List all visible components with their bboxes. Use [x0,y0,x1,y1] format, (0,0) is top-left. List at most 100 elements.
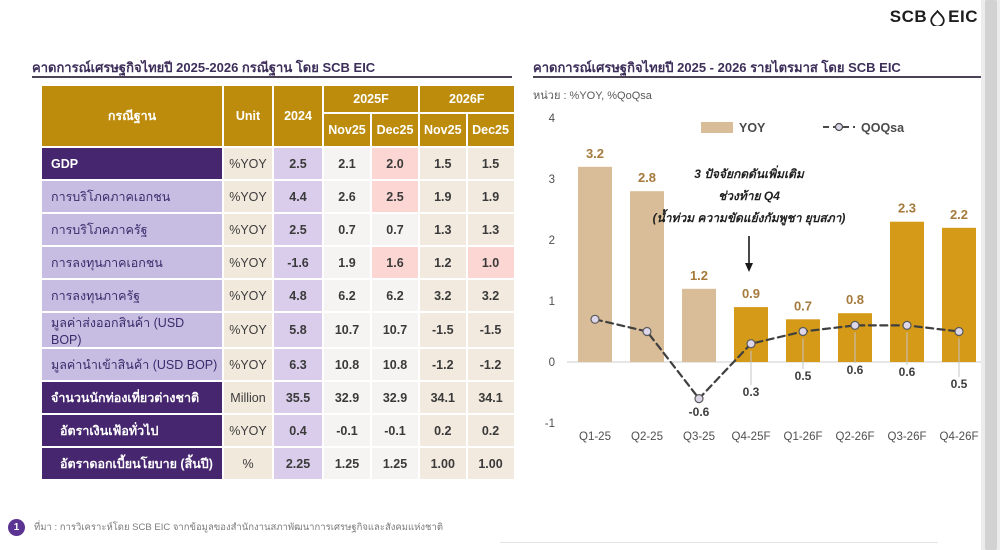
x-tick-Q2-26F: Q2-26F [836,431,875,443]
bar-label-Q4-26F: 2.2 [950,207,968,222]
cell-val-1: 6.2 [372,280,418,311]
bar-label-Q2-25: 2.8 [638,170,656,185]
bar-label-Q3-26F: 2.3 [898,201,916,216]
x-tick-Q1-25: Q1-25 [579,431,611,443]
annotation-line-2: ช่วงท้าย Q4 [718,189,780,203]
cell-2024: 2.5 [274,148,322,179]
cell-val-0: 2.6 [324,181,370,212]
table-row-3: การลงทุนภาคเอกชน %YOY -1.6 1.9 1.6 1.2 1.0 [42,247,514,278]
cell-2024: 35.5 [274,382,322,413]
cell-val-0: 10.7 [324,313,370,347]
cell-val-3: 1.0 [467,247,514,278]
x-tick-Q3-25: Q3-25 [683,431,715,443]
quarterly-forecast-chart: 4 3 2 1 0 -1 3.2 2.8 1.2 0.9 0.7 0.8 2.3 2.2 Q1-25 Q2-2… [545,113,981,443]
table-row-9: อัตราดอกเบี้ยนโยบาย (สิ้นปี)% 2.25 1.25 1.2… [42,448,514,479]
row-label: อัตราเงินเฟ้อทั่วไป [42,415,222,446]
qoq-marker-Q3-26F [902,320,912,330]
header-sub-0: Nov25 [324,114,370,146]
row-label: มูลค่าส่งออกสินค้า (USD BOP) [42,313,222,347]
cell-val-1: 1.25 [372,448,418,479]
cell-val-1: 1.6 [372,247,418,278]
source-footer: 1 ที่มา : การวิเคราะห์โดย SCB EIC จากข้อ… [8,519,443,536]
header-sub-2: Nov25 [420,114,466,146]
cell-val-2: 1.00 [420,448,466,479]
bar-label-Q1-25: 3.2 [586,146,604,161]
row-label: มูลค่านำเข้าสินค้า (USD BOP) [42,349,222,380]
y-tick-3: 3 [549,174,555,186]
cell-val-0: 1.25 [324,448,370,479]
annotation-arrow-head [745,263,753,272]
cell-val-2: 1.3 [420,214,466,245]
chart-title: คาดการณ์เศรษฐกิจไทยปี 2025 - 2026 รายไตร… [533,60,901,75]
scb-leaf-icon [930,9,945,26]
x-tick-Q2-25: Q2-25 [631,431,663,443]
cell-val-1: 10.8 [372,349,418,380]
y-tick-2: 2 [549,235,555,247]
cell-val-1: -0.1 [372,415,418,446]
cell-2024: 4.8 [274,280,322,311]
cell-2024: 2.25 [274,448,322,479]
legend-yoy-label: YOY [739,121,766,135]
scrollbar-thumb[interactable] [985,0,997,550]
cell-2024: 6.3 [274,349,322,380]
y-tick--1: -1 [545,418,555,430]
x-tick-Q3-26F: Q3-26F [888,431,927,443]
annotation-line-1: 3 ปัจจัยกดดันเพิ่มเติม [694,165,805,181]
line-label-Q4-25F: 0.3 [743,385,760,399]
header-sub-1: Dec25 [372,114,418,146]
x-tick-Q4-25F: Q4-25F [732,431,771,443]
cell-unit: %YOY [224,313,272,347]
cell-unit: % [224,448,272,479]
bottom-divider [500,542,938,543]
scrollbar[interactable] [981,0,1000,550]
cell-unit: Million [224,382,272,413]
bar-Q1-25 [578,166,612,362]
cell-2024: 2.5 [274,214,322,245]
cell-unit: %YOY [224,247,272,278]
cell-val-0: -0.1 [324,415,370,446]
cell-val-0: 32.9 [324,382,370,413]
x-tick-Q4-26F: Q4-26F [940,431,979,443]
cell-val-0: 10.8 [324,349,370,380]
row-label: จำนวนนักท่องเที่ยวต่างชาติ [42,382,222,413]
cell-val-0: 6.2 [324,280,370,311]
cell-unit: %YOY [224,349,272,380]
cell-unit: %YOY [224,280,272,311]
cell-val-1: 10.7 [372,313,418,347]
cell-2024: 5.8 [274,313,322,347]
forecast-table-grid: กรณีฐาน Unit 2024 2025F 2026F Nov25 Dec25 Nov25… [40,84,516,481]
header-2026f: 2026F [420,86,514,112]
table-row-1: การบริโภคภาคเอกชน %YOY 4.4 2.6 2.5 1.9 1.9 [42,181,514,212]
line-label-Q3-26F: 0.6 [899,365,916,379]
table-row-0: GDP %YOY 2.5 2.1 2.0 1.5 1.5 [42,148,514,179]
qoq-marker-Q4-25F [746,339,756,349]
cell-val-0: 1.9 [324,247,370,278]
table-title: คาดการณ์เศรษฐกิจไทยปี 2025-2026 กรณีฐาน … [32,60,376,75]
cell-val-2: 1.5 [420,148,466,179]
footnote-number-badge: 1 [8,519,25,536]
cell-val-3: 34.1 [467,382,514,413]
bar-label-Q2-26F: 0.8 [846,292,864,307]
y-tick-4: 4 [549,113,556,125]
cell-val-3: -1.5 [467,313,514,347]
legend-qoq-marker [834,122,844,132]
line-label-Q2-26F: 0.6 [847,363,864,377]
header-2025f: 2025F [324,86,418,112]
qoq-line [593,318,961,401]
cell-val-3: 3.2 [467,280,514,311]
table-title-underline [32,76,512,78]
bar-label-Q1-26F: 0.7 [794,298,812,313]
table-row-6: มูลค่านำเข้าสินค้า (USD BOP) %YOY 6.3 10.8 1… [42,349,514,380]
cell-val-0: 0.7 [324,214,370,245]
line-label-Q4-26F: 0.5 [951,377,968,391]
cell-val-1: 0.7 [372,214,418,245]
qoq-marker-Q2-25 [642,326,652,337]
line-label-Q1-26F: 0.5 [795,369,812,383]
cell-unit: %YOY [224,415,272,446]
cell-2024: 0.4 [274,415,322,446]
row-label: อัตราดอกเบี้ยนโยบาย (สิ้นปี) [42,448,222,479]
cell-2024: -1.6 [274,247,322,278]
logo-text-scb: SCB [889,7,928,26]
legend-qoq-label: QOQsa [861,121,905,135]
cell-val-3: 1.3 [467,214,514,245]
